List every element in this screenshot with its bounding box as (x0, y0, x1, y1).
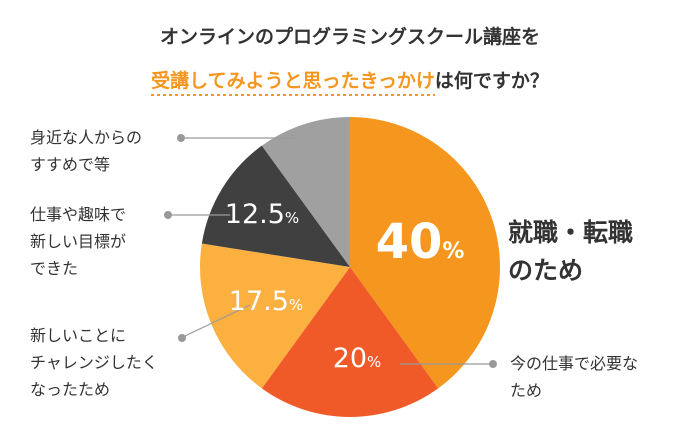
percent-value-s3: 12.5 (225, 199, 285, 230)
percent-label-s0: 40% (376, 214, 465, 270)
percent-value-s0: 40 (376, 214, 443, 270)
leader-dot-s2 (178, 334, 186, 342)
slice-label-s2-line-3: なったため (30, 380, 111, 399)
slice-label-s3-line-2: 新しい目標が (30, 232, 127, 251)
percent-unit-s0: % (442, 239, 464, 264)
chart-title-highlight: 受講してみようと思ったきっかけ (151, 70, 435, 96)
percent-unit-s2: % (289, 296, 303, 314)
slice-label-s2-line-1: 新しいことに (30, 326, 127, 345)
pie-slice-2 (200, 243, 350, 389)
slice-label-s0: 就職・転職 のため (508, 214, 633, 290)
percent-value-s2: 17.5 (229, 286, 289, 317)
chart-title-line-2: 受講してみようと思ったきっかけは何ですか？ (0, 66, 700, 96)
slice-label-s3-line-1: 仕事や趣味で (30, 205, 127, 224)
pie-slice-0 (350, 117, 500, 389)
slice-label-s1: 今の仕事で必要な ため (510, 350, 638, 404)
leader-dot-s4 (177, 134, 185, 142)
leader-dot-s1 (489, 360, 497, 368)
chart-title-rest: は何ですか？ (434, 70, 549, 92)
percent-labels: 40% 20% 17.5% 12.5% (225, 199, 465, 374)
slice-label-s4: 身近な人からの すすめで等 (30, 124, 142, 178)
slice-label-s2-line-2: チャレンジしたく (30, 353, 158, 372)
percent-unit-s1: % (367, 353, 381, 371)
slice-label-s0-line-2: のため (508, 256, 584, 285)
chart-title-line-1: オンラインのプログラミングスクール講座を (159, 26, 540, 48)
slice-label-s1-line-1: 今の仕事で必要な (510, 354, 639, 373)
slice-label-s4-line-1: 身近な人からの (30, 128, 143, 147)
leader-dot-s3 (164, 211, 172, 219)
slice-label-s3-line-3: できた (30, 259, 79, 278)
slice-label-s1-line-2: ため (510, 381, 543, 400)
slice-label-s4-line-2: すすめで等 (30, 155, 111, 174)
percent-value-s1: 20 (333, 343, 367, 374)
leader-line-s2 (184, 304, 251, 337)
pie-slice-1 (261, 267, 439, 417)
pie-slice-3 (201, 145, 350, 267)
percent-label-s1: 20% (333, 343, 382, 374)
percent-unit-s3: % (285, 209, 299, 227)
pie-slice-4 (261, 117, 350, 267)
slice-label-s0-line-1: 就職・転職 (508, 218, 634, 247)
percent-label-s2: 17.5% (229, 286, 303, 317)
slice-label-s3: 仕事や趣味で 新しい目標が できた (30, 201, 126, 282)
leader-lines (164, 134, 497, 368)
pie-slices (200, 117, 500, 417)
slice-label-s2: 新しいことに チャレンジしたく なったため (30, 322, 158, 403)
percent-label-s3: 12.5% (225, 199, 299, 230)
